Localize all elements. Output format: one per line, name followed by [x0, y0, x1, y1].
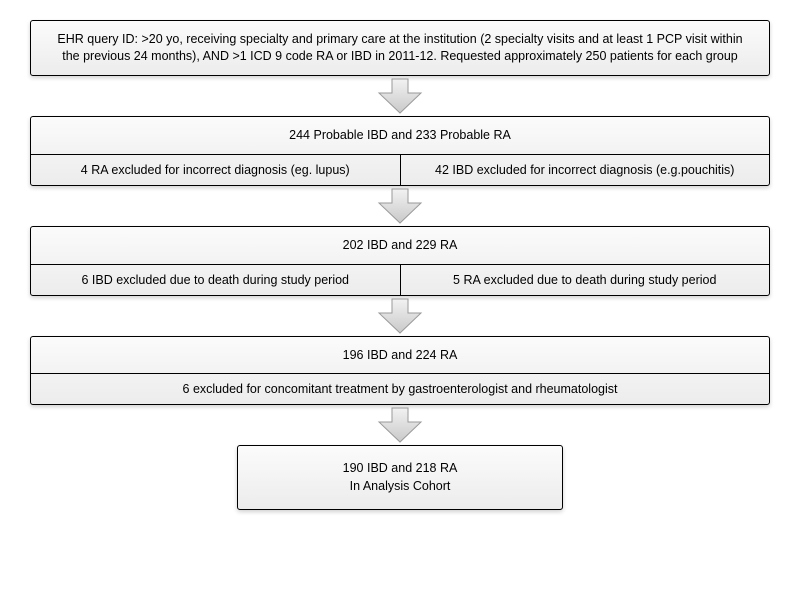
arrow-3	[377, 296, 423, 336]
flow-node-2-split: 4 RA excluded for incorrect diagnosis (e…	[31, 154, 769, 185]
flow-node-1-header: EHR query ID: >20 yo, receiving specialt…	[31, 21, 769, 75]
flow-node-3-header: 202 IBD and 229 RA	[31, 227, 769, 264]
flow-node-2-left: 4 RA excluded for incorrect diagnosis (e…	[31, 155, 401, 185]
flow-node-3-split: 6 IBD excluded due to death during study…	[31, 264, 769, 295]
flow-node-final-line2: In Analysis Cohort	[248, 478, 552, 496]
flow-node-1: EHR query ID: >20 yo, receiving specialt…	[30, 20, 770, 76]
arrow-4	[377, 405, 423, 445]
down-arrow-icon	[377, 297, 423, 335]
flow-node-final: 190 IBD and 218 RA In Analysis Cohort	[237, 445, 563, 510]
flow-node-4-sub: 6 excluded for concomitant treatment by …	[31, 373, 769, 404]
flow-node-3-left: 6 IBD excluded due to death during study…	[31, 265, 401, 295]
flow-node-4-header: 196 IBD and 224 RA	[31, 337, 769, 374]
flow-node-3-right: 5 RA excluded due to death during study …	[401, 265, 770, 295]
down-arrow-icon	[377, 187, 423, 225]
flow-node-3: 202 IBD and 229 RA 6 IBD excluded due to…	[30, 226, 770, 296]
flow-node-2: 244 Probable IBD and 233 Probable RA 4 R…	[30, 116, 770, 186]
flow-node-final-line1: 190 IBD and 218 RA	[248, 460, 552, 478]
flow-node-2-header: 244 Probable IBD and 233 Probable RA	[31, 117, 769, 154]
flow-node-4: 196 IBD and 224 RA 6 excluded for concom…	[30, 336, 770, 406]
arrow-1	[377, 76, 423, 116]
down-arrow-icon	[377, 406, 423, 444]
arrow-2	[377, 186, 423, 226]
down-arrow-icon	[377, 77, 423, 115]
flow-node-2-right: 42 IBD excluded for incorrect diagnosis …	[401, 155, 770, 185]
